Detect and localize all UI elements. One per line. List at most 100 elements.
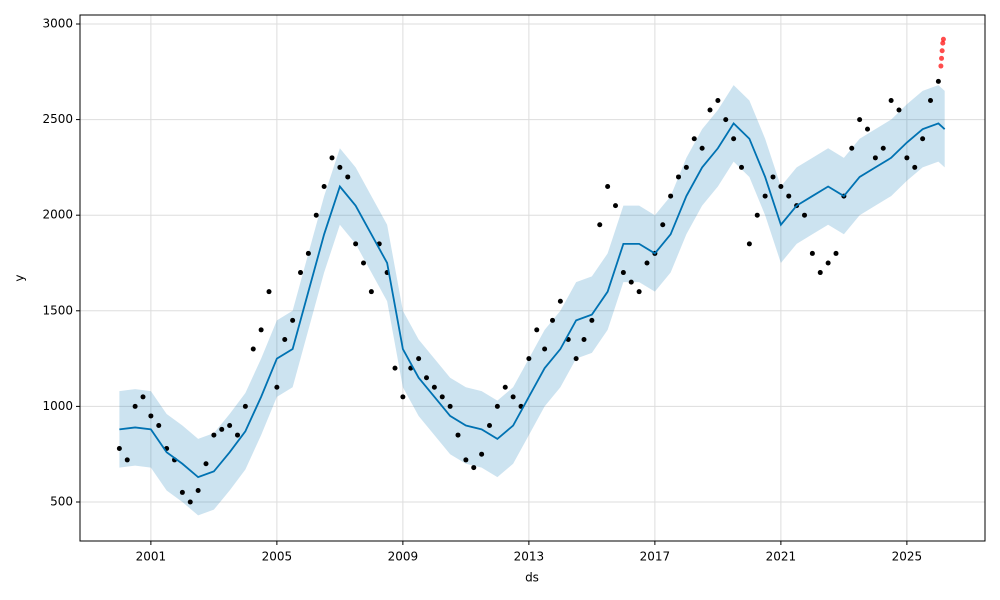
observed-point <box>920 136 926 142</box>
observed-point <box>762 193 768 199</box>
observed-point <box>888 97 894 103</box>
observed-point <box>313 212 319 218</box>
observed-point <box>526 356 532 362</box>
observed-point <box>274 384 280 390</box>
observed-point <box>581 336 587 342</box>
observed-point <box>431 384 437 390</box>
observed-point <box>872 155 878 161</box>
observed-point <box>746 241 752 247</box>
y-axis-label: y <box>13 274 27 281</box>
observed-point <box>266 289 272 295</box>
observed-point <box>447 403 453 409</box>
observed-point <box>305 250 311 256</box>
uncertainty-band <box>119 85 945 516</box>
observed-point <box>754 212 760 218</box>
observed-point <box>510 394 516 400</box>
plot-frame <box>79 14 986 542</box>
observed-point <box>235 432 241 438</box>
x-tick-label: 2013 <box>514 550 545 564</box>
observed-point <box>676 174 682 180</box>
observed-point <box>187 499 193 505</box>
observed-point <box>557 298 563 304</box>
observed-point <box>424 375 430 381</box>
y-tick-label: 3000 <box>42 16 73 30</box>
observed-point <box>620 270 626 276</box>
observed-point <box>644 260 650 266</box>
observed-point <box>479 451 485 457</box>
observed-point <box>683 164 689 170</box>
observed-point <box>337 164 343 170</box>
observed-point <box>211 432 217 438</box>
observed-point <box>439 394 445 400</box>
observed-point <box>321 184 327 190</box>
x-axis-label: ds <box>525 571 539 585</box>
observed-point <box>896 107 902 113</box>
observed-point <box>857 117 863 123</box>
observed-point <box>494 403 500 409</box>
observed-point <box>849 145 855 151</box>
x-tick-label: 2001 <box>136 550 167 564</box>
observed-point <box>219 426 225 432</box>
observed-point <box>589 317 595 323</box>
observed-point <box>132 403 138 409</box>
observed-point <box>148 413 154 419</box>
observed-point <box>124 457 130 463</box>
observed-point <box>636 289 642 295</box>
observed-point <box>290 317 296 323</box>
observed-point <box>809 250 815 256</box>
observed-point <box>731 136 737 142</box>
x-tick-label: 2025 <box>892 550 923 564</box>
observed-point <box>455 432 461 438</box>
observed-point <box>242 403 248 409</box>
y-tick-label: 1000 <box>42 399 73 413</box>
observed-point <box>195 488 201 494</box>
observed-point <box>660 222 666 228</box>
anomaly-point <box>940 40 946 46</box>
observed-point <box>534 327 540 333</box>
observed-point <box>928 97 934 103</box>
observed-point <box>778 184 784 190</box>
observed-point <box>298 270 304 276</box>
observed-point <box>227 423 233 429</box>
observed-point <box>361 260 367 266</box>
observed-point <box>116 445 122 451</box>
observed-point <box>699 145 705 151</box>
anomaly-point <box>939 55 945 61</box>
observed-point <box>912 164 918 170</box>
observed-point <box>770 174 776 180</box>
y-tick-label: 2000 <box>42 208 73 222</box>
observed-point <box>471 465 477 471</box>
anomaly-point <box>940 36 946 42</box>
observed-point <box>691 136 697 142</box>
observed-point <box>904 155 910 161</box>
observed-point <box>258 327 264 333</box>
observed-point <box>935 78 941 84</box>
observed-point <box>392 365 398 371</box>
observed-point <box>880 145 886 151</box>
observed-point <box>282 336 288 342</box>
observed-point <box>353 241 359 247</box>
anomaly-point <box>939 48 945 54</box>
observed-point <box>739 164 745 170</box>
observed-point <box>203 461 209 467</box>
observed-point <box>605 184 611 190</box>
observed-point <box>597 222 603 228</box>
observed-point <box>613 203 619 209</box>
y-tick-label: 500 <box>50 494 73 508</box>
observed-point <box>550 317 556 323</box>
x-tick-label: 2017 <box>640 550 671 564</box>
observed-point <box>416 356 422 362</box>
observed-point <box>502 384 508 390</box>
observed-point <box>542 346 548 352</box>
forecast-line <box>119 121 946 479</box>
observed-point <box>628 279 634 285</box>
observed-point <box>487 423 493 429</box>
anomaly-point <box>938 63 944 69</box>
x-tick-label: 2021 <box>766 550 797 564</box>
observed-point <box>668 193 674 199</box>
x-tick-label: 2009 <box>388 550 419 564</box>
observed-point <box>865 126 871 132</box>
observed-point <box>786 193 792 199</box>
x-tick-label: 2005 <box>262 550 293 564</box>
